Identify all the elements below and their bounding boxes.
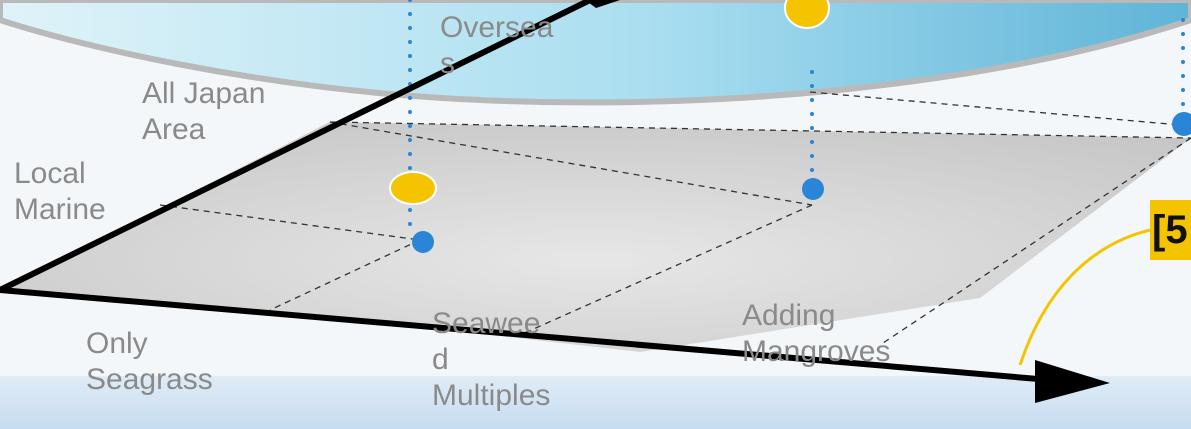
sky-region	[0, 0, 1191, 106]
label-overseas: Oversea s	[440, 11, 554, 80]
grid-lines	[159, 91, 1191, 346]
axes	[0, 0, 1110, 403]
yellow-dot-japan	[389, 171, 437, 205]
label-only-seagrass: Only Seagrass	[86, 327, 213, 396]
gray-plane	[0, 122, 1191, 352]
yellow-dot-overseas	[784, 0, 830, 29]
reference-badge: [5	[1150, 200, 1191, 260]
blue-dot-overseas	[1172, 112, 1191, 136]
blue-dot-japan	[802, 178, 824, 200]
label-adding-mangroves: Adding Mangroves	[742, 299, 891, 368]
label-local-marine: Local Marine	[14, 157, 106, 226]
dotted-connectors	[408, 0, 1185, 230]
yellow-curve	[1018, 228, 1151, 366]
label-all-japan-area: All Japan Area	[142, 77, 266, 146]
blue-dot-local	[412, 231, 434, 253]
label-seaweed-multiples: Seawee d Multiples	[432, 307, 551, 412]
bottom-band	[0, 376, 1191, 429]
